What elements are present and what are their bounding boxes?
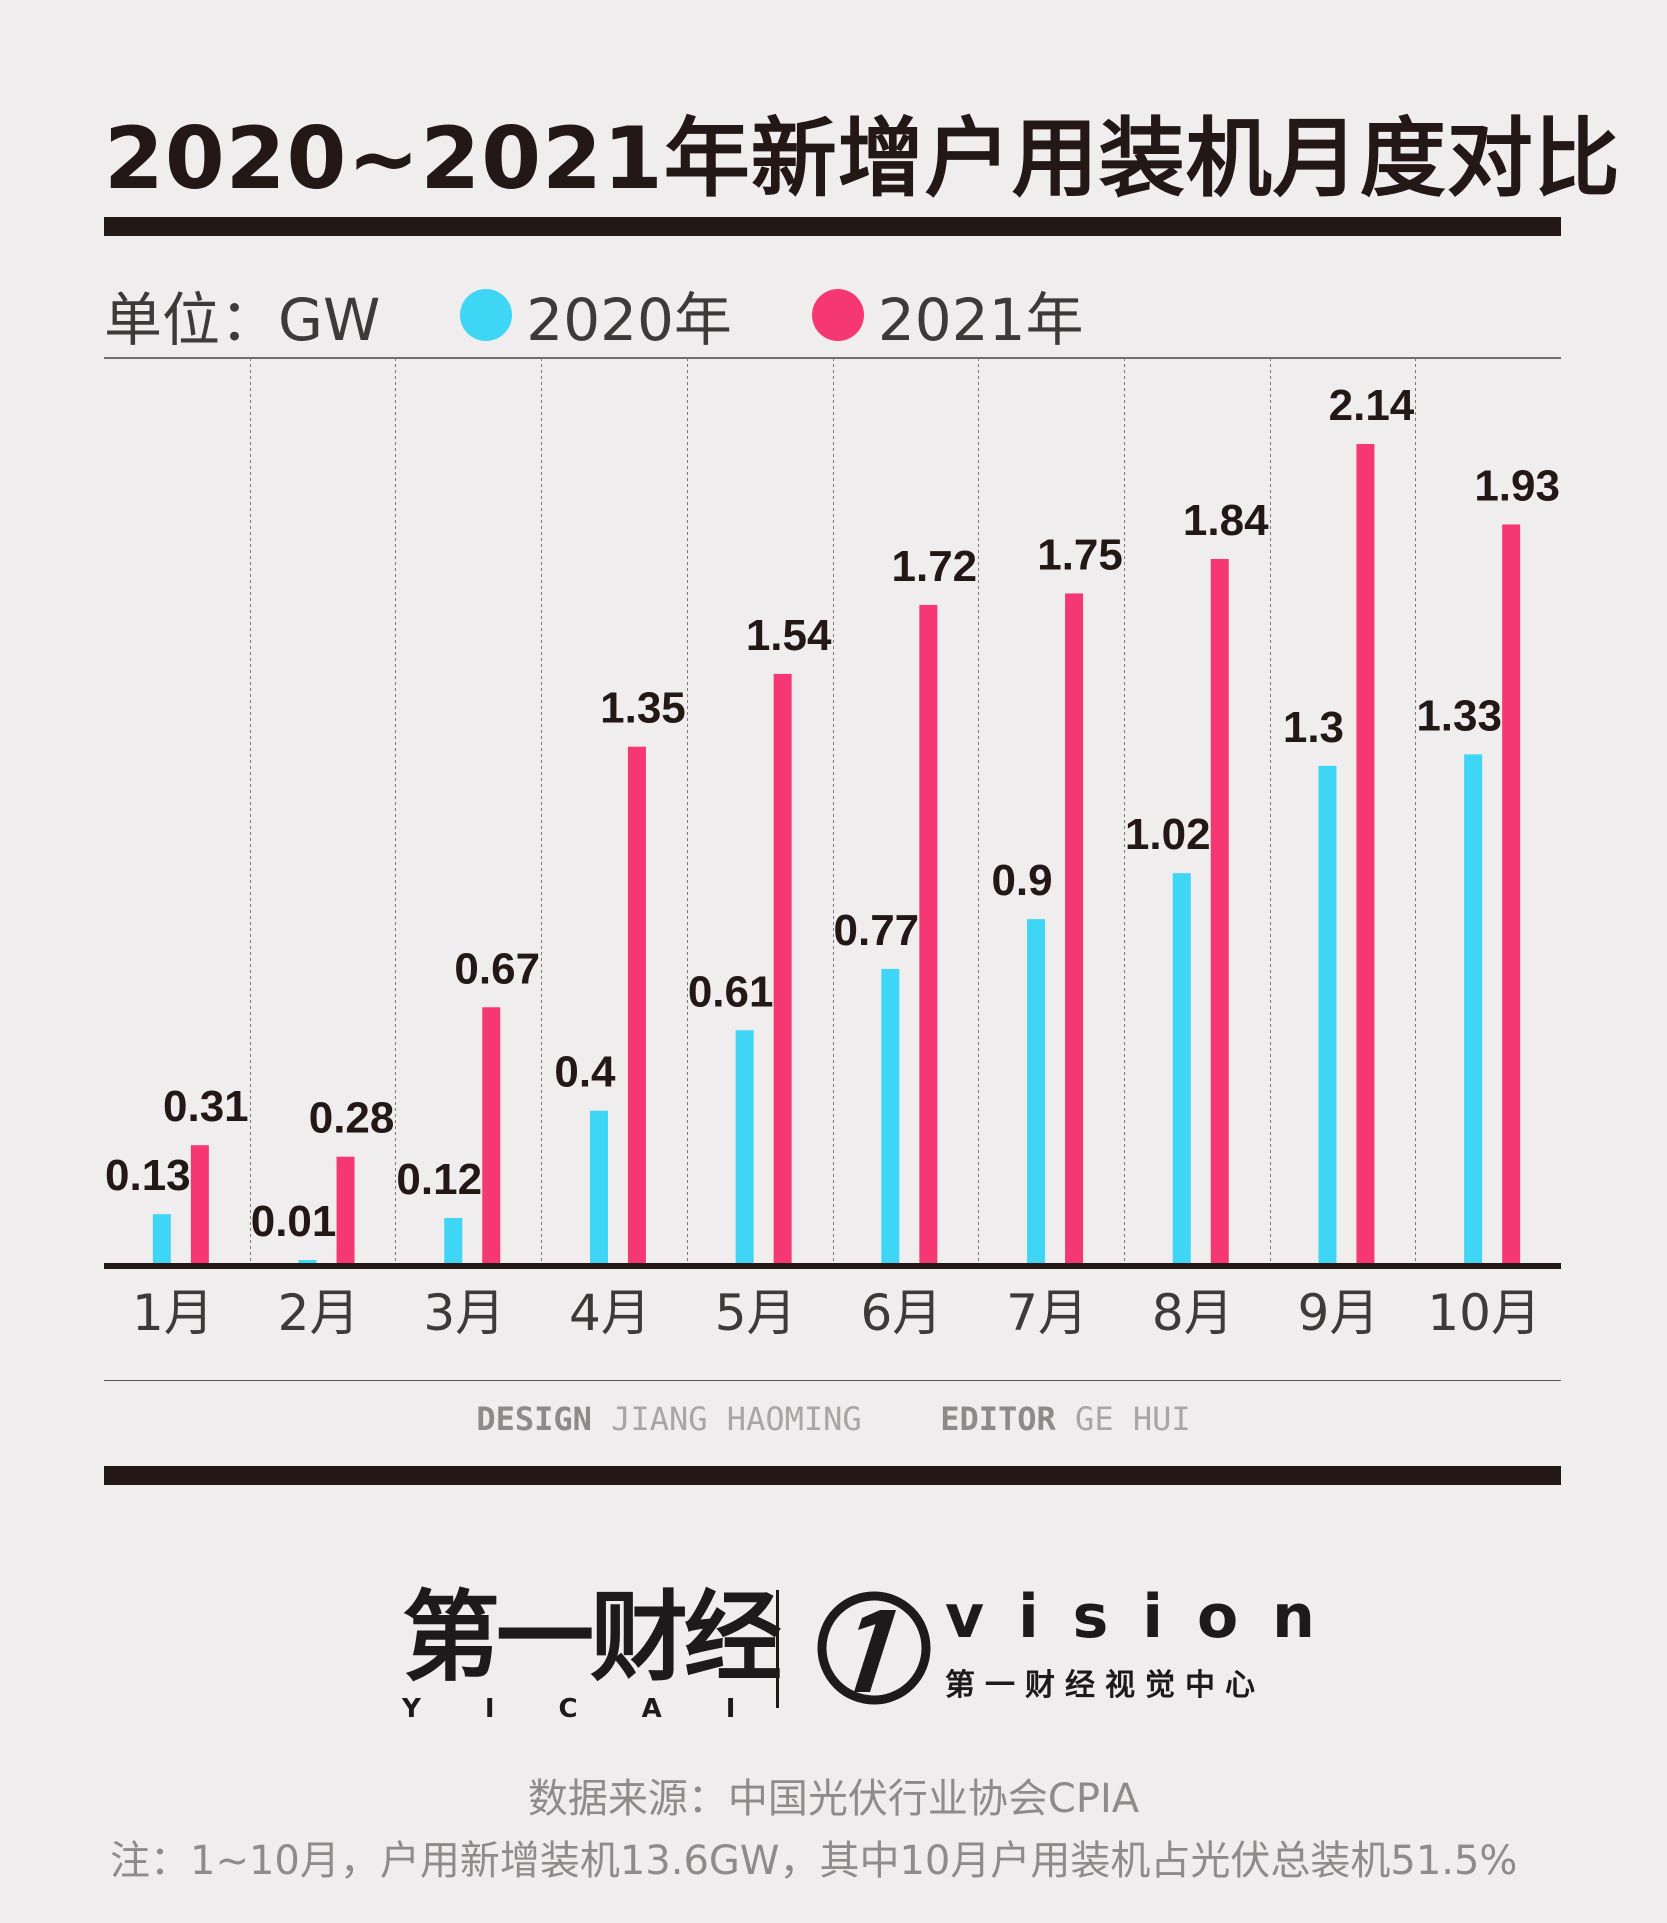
title-underline bbox=[104, 217, 1561, 236]
data-label-2020: 1.02 bbox=[1125, 810, 1211, 859]
credits-top-rule bbox=[104, 1380, 1561, 1381]
x-tick-label: 5月 bbox=[715, 1284, 797, 1342]
data-label-2021: 0.28 bbox=[309, 1094, 395, 1143]
data-label-2020: 1.3 bbox=[1283, 703, 1344, 752]
data-label-2021: 1.72 bbox=[892, 542, 978, 591]
bar-2020 bbox=[881, 968, 900, 1264]
x-tick-label: 2月 bbox=[278, 1284, 360, 1342]
data-label-2021: 1.93 bbox=[1474, 461, 1560, 510]
chart-title: 2020~2021年新增户用装机月度对比 bbox=[104, 109, 1621, 209]
bar-2020 bbox=[1027, 919, 1046, 1264]
legend-label-2020: 2020年 bbox=[526, 286, 732, 354]
bar-2021 bbox=[1210, 558, 1229, 1264]
bar-2021 bbox=[1065, 593, 1084, 1264]
editor-label: EDITOR bbox=[940, 1400, 1056, 1438]
bar-2021 bbox=[190, 1145, 209, 1264]
vision-logo-en: vision bbox=[945, 1582, 1349, 1652]
data-source: 数据来源：中国光伏行业协会CPIA bbox=[527, 1776, 1140, 1822]
data-label-2021: 0.31 bbox=[163, 1082, 249, 1131]
yicai-logo: 第一财经 YICAI bbox=[402, 1581, 782, 1724]
bar-2021 bbox=[627, 746, 646, 1264]
legend: 单位：GW 2020年 2021年 bbox=[104, 280, 1164, 354]
data-label-2020: 0.4 bbox=[554, 1048, 616, 1097]
bar-2020 bbox=[152, 1214, 171, 1264]
data-label-2020: 0.12 bbox=[396, 1155, 482, 1204]
x-tick-label: 3月 bbox=[423, 1284, 505, 1342]
x-axis-baseline bbox=[104, 1263, 1561, 1269]
bar-2020 bbox=[444, 1218, 463, 1264]
bar-2021 bbox=[1502, 524, 1521, 1264]
data-label-2021: 2.14 bbox=[1329, 381, 1415, 430]
data-label-2021: 1.54 bbox=[746, 611, 832, 660]
x-tick-label: 6月 bbox=[860, 1284, 942, 1342]
logo-divider bbox=[776, 1590, 779, 1708]
design-label: DESIGN bbox=[476, 1400, 592, 1438]
yicai-logo-cn: 第一财经 bbox=[402, 1581, 782, 1695]
x-tick-label: 1月 bbox=[132, 1284, 214, 1342]
logo-row: 第一财经 YICAI vision 第一财经视觉中心 bbox=[0, 1581, 1667, 1724]
x-tick-label: 8月 bbox=[1152, 1284, 1234, 1342]
x-tick-label: 9月 bbox=[1298, 1284, 1380, 1342]
design-value: JIANG HAOMING bbox=[611, 1400, 862, 1438]
bar-2021 bbox=[1356, 444, 1375, 1264]
bar-2021 bbox=[773, 673, 792, 1264]
vision-logo-cn: 第一财经视觉中心 bbox=[945, 1668, 1265, 1703]
legend-item-2020: 2020年 bbox=[460, 273, 732, 357]
bar-2020 bbox=[589, 1110, 608, 1264]
bar-2020 bbox=[1464, 754, 1483, 1264]
bar-2021 bbox=[919, 604, 938, 1264]
data-label-2021: 1.35 bbox=[600, 684, 686, 733]
data-label-2020: 0.9 bbox=[991, 856, 1052, 905]
legend-item-2021: 2021年 bbox=[811, 273, 1084, 357]
editor-value: GE HUI bbox=[1075, 1400, 1191, 1438]
legend-swatch-2021 bbox=[811, 289, 864, 341]
bar-2020 bbox=[735, 1030, 754, 1264]
data-label-2020: 0.61 bbox=[688, 967, 774, 1016]
data-label-2020: 1.33 bbox=[1416, 691, 1502, 740]
data-label-2021: 1.75 bbox=[1037, 530, 1123, 579]
x-tick-label: 7月 bbox=[1006, 1284, 1088, 1342]
data-label-2020: 0.13 bbox=[105, 1151, 191, 1200]
vision-logo-icon bbox=[817, 1591, 931, 1705]
unit-label: 单位：GW bbox=[104, 286, 381, 354]
bar-2020 bbox=[1318, 765, 1337, 1264]
yicai-logo-en: YICAI bbox=[402, 1694, 800, 1724]
credits-line: DESIGN JIANG HAOMING EDITOR GE HUI bbox=[0, 1400, 1667, 1438]
data-label-2021: 0.67 bbox=[454, 944, 540, 993]
legend-swatch-2020 bbox=[460, 289, 513, 341]
bar-2020 bbox=[298, 1260, 317, 1264]
x-tick-label: 4月 bbox=[569, 1284, 651, 1342]
bar-2020 bbox=[1172, 873, 1191, 1264]
credits-bottom-rule bbox=[104, 1466, 1561, 1485]
footnote: 注：1~10月，户用新增装机13.6GW，其中10月户用装机占光伏总装机51.5… bbox=[110, 1838, 1518, 1884]
data-label-2020: 0.77 bbox=[834, 906, 920, 955]
bar-2021 bbox=[336, 1156, 355, 1264]
bar-2021 bbox=[482, 1007, 501, 1264]
data-label-2020: 0.01 bbox=[251, 1197, 337, 1246]
data-label-2021: 1.84 bbox=[1183, 496, 1269, 545]
x-tick-label: 10月 bbox=[1427, 1284, 1541, 1342]
legend-label-2021: 2021年 bbox=[877, 286, 1084, 354]
bar-chart: 0.13 0.31 1月 0.01 0.28 2月 0.12 0.67 3月 0.4 1.35 4月 0… bbox=[104, 357, 1561, 1342]
